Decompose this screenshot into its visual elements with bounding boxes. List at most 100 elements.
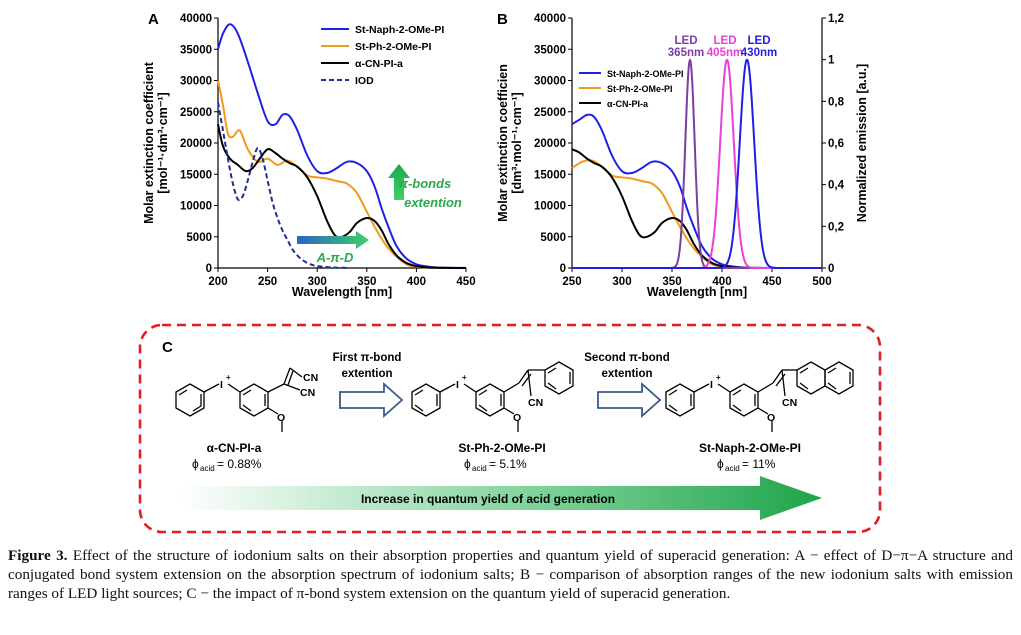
led-430-label-2: 430nm xyxy=(741,47,777,59)
svg-text:= 5.1%: = 5.1% xyxy=(489,457,527,471)
y-tick-label: 35000 xyxy=(534,44,566,56)
x-tick-label: 250 xyxy=(562,276,581,288)
mol1-atom-plus: + xyxy=(226,373,231,382)
led-365-label-2: 365nm xyxy=(668,47,704,59)
y-right-tick-label: 1,2 xyxy=(828,13,844,25)
y-tick-label: 20000 xyxy=(534,138,566,150)
mol1-phi: ϕ acid = 0.88% xyxy=(192,457,262,473)
panel-c: C First π-bond extention Second π-bond e… xyxy=(138,323,882,534)
series-line-iod xyxy=(217,102,348,269)
y-right-tick-label: 0,6 xyxy=(828,138,844,150)
arrow-right-label: A-π-D xyxy=(316,250,354,265)
mol1-name: α-CN-PI-a xyxy=(207,441,262,455)
step2-arrow xyxy=(597,381,662,419)
panel-b-ylabel-line2: [dm³·mol⁻¹·cm⁻¹] xyxy=(510,92,524,193)
arrow-up-label-1: π-bonds xyxy=(399,176,452,191)
mol3-atom-plus: + xyxy=(716,373,721,382)
quantum-yield-arrow xyxy=(180,476,822,520)
mol2-atom-o: O xyxy=(513,412,521,424)
legend-entry: St-Naph-2-OMe-PI xyxy=(607,69,684,79)
y-tick-label: 30000 xyxy=(180,76,212,88)
y-tick-label: 10000 xyxy=(534,201,566,213)
mol2-atom-cn: CN xyxy=(528,397,543,409)
panel-a-ylabel-line1: Molar extinction coefficient xyxy=(142,61,156,224)
mol2-name: St-Ph-2-OMe-PI xyxy=(458,441,545,455)
step1-label-1: First π-bond xyxy=(333,352,402,364)
mol1-atom-o: O xyxy=(277,412,285,424)
mol3-phi: ϕ acid = 11% xyxy=(717,457,776,473)
molecule-alpha-cn-pi-a xyxy=(175,367,303,432)
x-tick-label: 250 xyxy=(258,276,277,288)
legend-entry: St-Ph-2-OMe-PI xyxy=(607,84,673,94)
y-tick-label: 0 xyxy=(206,263,212,275)
legend-entry: St-Ph-2-OMe-PI xyxy=(355,41,432,53)
mol3-atom-cn: CN xyxy=(782,397,797,409)
step1-label-2: extention xyxy=(341,368,392,380)
led-405-label-2: 405nm xyxy=(707,47,743,59)
svg-text:acid: acid xyxy=(472,464,487,473)
panel-b-ylabel-right: Normalized emission [a.u.] xyxy=(855,64,869,222)
mol1-atom-cn1: CN xyxy=(303,372,318,384)
y-right-tick-label: 0 xyxy=(828,263,834,275)
series-line-st-naph-2-ome-pi xyxy=(217,23,466,269)
panel-a-label: A xyxy=(148,11,159,28)
svg-text:ϕ: ϕ xyxy=(464,457,471,471)
x-tick-label: 500 xyxy=(812,276,831,288)
svg-text:= 0.88%: = 0.88% xyxy=(217,457,262,471)
y-tick-label: 0 xyxy=(560,263,566,275)
x-tick-label: 200 xyxy=(208,276,227,288)
panel-a-xlabel: Wavelength [nm] xyxy=(292,285,392,299)
mol2-phi: ϕ acid = 5.1% xyxy=(464,457,527,473)
mol1-atom-cn2: CN xyxy=(300,387,315,399)
legend-entry: IOD xyxy=(355,75,374,87)
molecule-st-ph-2-ome-pi xyxy=(411,361,574,432)
svg-text:acid: acid xyxy=(725,464,740,473)
caption-label: Figure 3. xyxy=(8,547,68,564)
y-tick-label: 25000 xyxy=(534,107,566,119)
arrow-up-label-2: extention xyxy=(404,195,462,210)
panel-a: A 200 250 300 350 400 450 0 5000 10000 15000 2000… xyxy=(142,11,476,299)
led-430-label-1: LED xyxy=(748,35,771,47)
figure-caption: Figure 3. Effect of the structure of iod… xyxy=(8,546,1013,603)
led-365-label-1: LED xyxy=(675,35,698,47)
mol3-atom-i: I xyxy=(710,379,713,391)
panel-a-ylabel-line2: [mol⁻¹·dm³·cm⁻¹] xyxy=(156,92,170,193)
y-tick-label: 30000 xyxy=(534,76,566,88)
y-right-tick-label: 0,4 xyxy=(828,180,845,192)
mol2-atom-plus: + xyxy=(462,373,467,382)
y-tick-label: 5000 xyxy=(540,232,566,244)
y-tick-label: 35000 xyxy=(180,44,212,56)
x-tick-label: 450 xyxy=(456,276,475,288)
figure-3: A 200 250 300 350 400 450 0500010000150002000… xyxy=(138,11,882,534)
y-right-tick-label: 0,8 xyxy=(828,96,845,108)
pi-bond-arrow: π-bonds extention xyxy=(388,164,462,210)
x-tick-label: 300 xyxy=(308,276,327,288)
panel-c-label: C xyxy=(162,339,173,356)
x-tick-label: 350 xyxy=(662,276,681,288)
led-405-label-1: LED xyxy=(714,35,737,47)
a-pi-d-arrow: A-π-D xyxy=(297,231,369,265)
panel-b-xlabel: Wavelength [nm] xyxy=(647,285,747,299)
step2-label-1: Second π-bond xyxy=(584,352,669,364)
svg-text:ϕ: ϕ xyxy=(717,457,724,471)
svg-text:ϕ: ϕ xyxy=(192,457,199,471)
series-line--cn-pi-a xyxy=(217,124,466,269)
step1-arrow xyxy=(339,381,404,419)
panel-b: B 250 300 350 400 450 500 0 5000 10000 15000 2000… xyxy=(496,11,869,299)
y-right-tick-label: 1 xyxy=(828,55,835,67)
svg-text:acid: acid xyxy=(200,464,215,473)
mol3-name: St-Naph-2-OMe-PI xyxy=(699,441,801,455)
y-tick-label: 5000 xyxy=(186,232,212,244)
mol3-atom-o: O xyxy=(767,412,775,424)
mol1-atom-i: I xyxy=(220,379,223,391)
y-right-tick-label: 0,2 xyxy=(828,221,844,233)
y-tick-label: 40000 xyxy=(534,13,566,25)
step2-label-2: extention xyxy=(601,368,652,380)
y-tick-label: 15000 xyxy=(534,169,566,181)
dashed-box xyxy=(138,323,882,534)
svg-text:= 11%: = 11% xyxy=(742,457,776,471)
panel-b-ylabel-line1: Molar extinction coefficien xyxy=(496,64,510,222)
series-line-led-430nm xyxy=(572,58,822,269)
x-tick-label: 300 xyxy=(612,276,631,288)
y-tick-label: 10000 xyxy=(180,201,212,213)
